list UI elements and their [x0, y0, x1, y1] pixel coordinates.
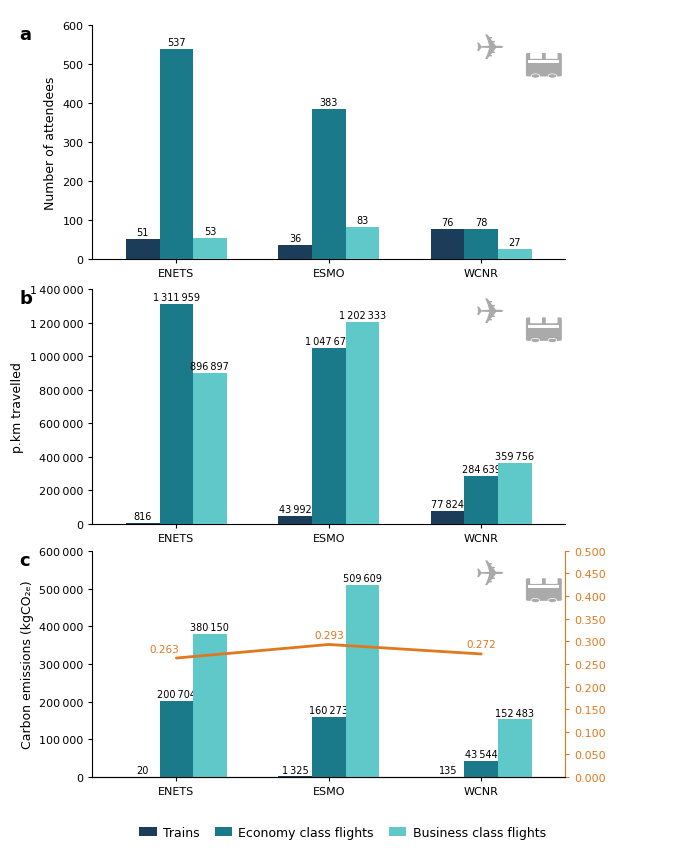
Bar: [312, 348, 345, 524]
Bar: [431, 511, 464, 524]
Bar: [528, 61, 560, 64]
Text: 1 325: 1 325: [282, 764, 309, 774]
Text: ✈: ✈: [475, 32, 505, 66]
Text: 509 609: 509 609: [343, 573, 382, 584]
Text: 83: 83: [356, 216, 369, 226]
Text: 359 756: 359 756: [495, 452, 534, 462]
Y-axis label: p.km travelled: p.km travelled: [11, 361, 24, 452]
Text: 1 047 672: 1 047 672: [306, 337, 352, 347]
Text: b: b: [19, 290, 32, 308]
FancyBboxPatch shape: [546, 578, 558, 584]
Text: ✈: ✈: [475, 558, 505, 592]
Bar: [345, 323, 379, 524]
Bar: [193, 634, 227, 777]
Circle shape: [548, 339, 557, 343]
FancyBboxPatch shape: [546, 317, 558, 324]
Text: 284 639: 284 639: [462, 464, 501, 475]
FancyBboxPatch shape: [530, 317, 542, 324]
Circle shape: [531, 339, 540, 343]
Bar: [279, 246, 312, 260]
Circle shape: [548, 75, 557, 79]
Text: 0.263: 0.263: [149, 644, 179, 653]
Text: 76: 76: [442, 218, 454, 228]
Text: 152 483: 152 483: [495, 708, 534, 717]
Text: 1 311 959: 1 311 959: [153, 292, 200, 302]
Text: c: c: [19, 551, 30, 569]
Circle shape: [531, 599, 540, 602]
Text: 0.272: 0.272: [466, 640, 496, 650]
Text: 160 273: 160 273: [310, 705, 348, 715]
Bar: [193, 374, 227, 524]
Bar: [498, 250, 532, 260]
Text: 43 992: 43 992: [279, 504, 312, 515]
Text: 27: 27: [508, 238, 521, 247]
Bar: [464, 761, 498, 777]
FancyBboxPatch shape: [526, 54, 562, 78]
Text: 78: 78: [475, 217, 488, 227]
Bar: [464, 476, 498, 524]
Text: 1 202 333: 1 202 333: [339, 311, 386, 320]
Bar: [528, 586, 560, 589]
Legend: Trains, Economy class flights, Business class flights: Trains, Economy class flights, Business …: [134, 821, 551, 844]
Bar: [345, 585, 379, 777]
Text: 200 704: 200 704: [157, 689, 196, 699]
Bar: [498, 463, 532, 524]
Text: 383: 383: [320, 98, 338, 108]
FancyBboxPatch shape: [530, 53, 542, 60]
FancyBboxPatch shape: [530, 578, 542, 584]
Text: 36: 36: [289, 233, 301, 244]
Y-axis label: Number of attendees: Number of attendees: [44, 76, 57, 210]
Bar: [160, 701, 193, 777]
Bar: [312, 110, 345, 260]
Text: 537: 537: [167, 38, 186, 49]
Bar: [193, 239, 227, 260]
Bar: [160, 50, 193, 260]
Text: 380 150: 380 150: [190, 622, 229, 632]
Text: 816: 816: [134, 512, 152, 521]
Bar: [464, 229, 498, 260]
FancyBboxPatch shape: [546, 53, 558, 60]
Bar: [160, 304, 193, 524]
Bar: [312, 717, 345, 777]
Text: a: a: [19, 26, 32, 43]
Bar: [528, 325, 560, 328]
FancyBboxPatch shape: [526, 318, 562, 342]
Bar: [126, 240, 160, 260]
Text: 51: 51: [136, 228, 149, 238]
Circle shape: [531, 75, 540, 79]
Bar: [279, 516, 312, 524]
Y-axis label: Carbon emissions (kgCO₂ₑ): Carbon emissions (kgCO₂ₑ): [21, 580, 34, 748]
Text: 0.293: 0.293: [314, 630, 344, 640]
Bar: [431, 230, 464, 260]
Bar: [345, 227, 379, 260]
Text: 43 544: 43 544: [465, 749, 497, 759]
Text: 896 897: 896 897: [190, 362, 229, 371]
Circle shape: [548, 599, 557, 602]
Text: 53: 53: [203, 227, 216, 237]
Text: ✈: ✈: [475, 296, 505, 331]
Text: 135: 135: [438, 765, 457, 775]
Text: 20: 20: [136, 765, 149, 775]
FancyBboxPatch shape: [526, 579, 562, 602]
Bar: [498, 720, 532, 777]
Text: 77 824: 77 824: [432, 499, 464, 509]
